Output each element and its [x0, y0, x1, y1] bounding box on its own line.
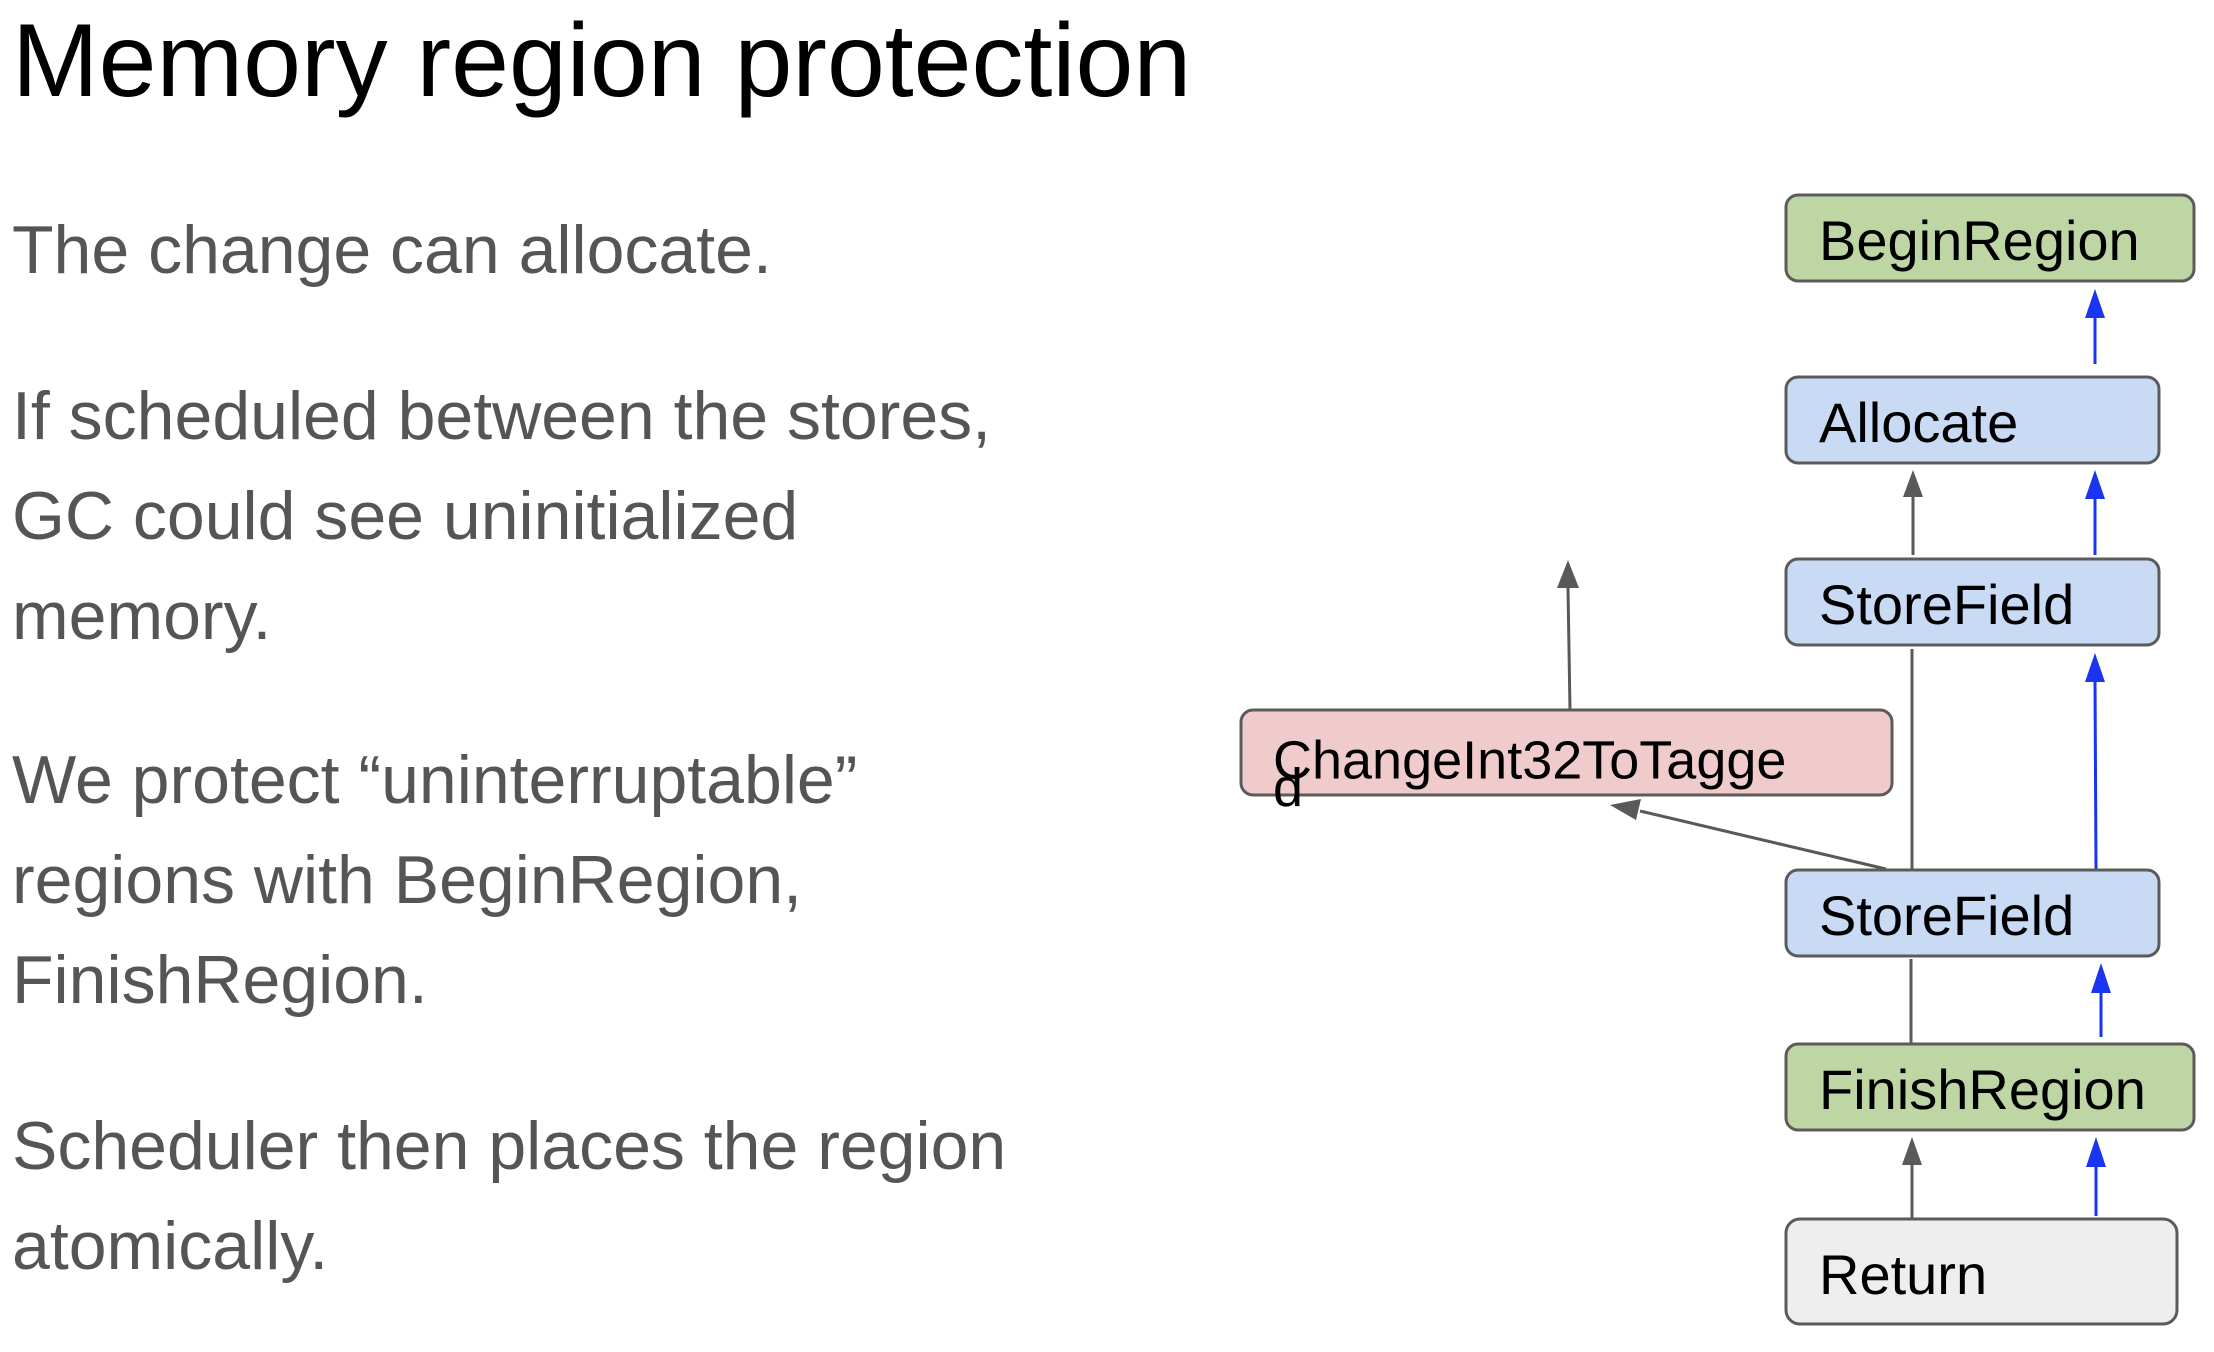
- paragraph-gc-risk: If scheduled between the stores, GC coul…: [12, 366, 1132, 666]
- paragraph-line: The change can allocate.: [12, 212, 772, 288]
- paragraph-line: atomically.: [12, 1208, 329, 1284]
- arrowhead-offscreen: [1557, 560, 1579, 588]
- arrowhead-finish-blue: [2086, 1137, 2106, 1167]
- paragraph-line: regions with BeginRegion,: [12, 842, 803, 918]
- node-label: BeginRegion: [1819, 209, 2140, 272]
- paragraph-allocation: The change can allocate.: [12, 200, 1132, 300]
- node-return: Return: [1784, 1217, 2179, 1326]
- node-label-continuation: d: [1273, 758, 1303, 818]
- paragraph-line: Scheduler then places the region: [12, 1108, 1007, 1184]
- value-edges: [1566, 490, 1915, 1223]
- paragraph-line: FinishRegion.: [12, 942, 428, 1018]
- node-label: ChangeInt32ToTagge: [1273, 730, 1786, 790]
- arrowhead-allocate-blue: [2085, 470, 2105, 499]
- node-change-int32-to-tagged: ChangeInt32ToTagge d: [1239, 708, 1894, 818]
- arrowhead-allocate: [1903, 470, 1923, 497]
- paragraph-line: We protect “uninterruptable”: [12, 742, 858, 818]
- arrowhead-storefield2-blue: [2091, 963, 2111, 993]
- effect-arrowheads: [2085, 289, 2111, 1167]
- arrowhead-begin: [2085, 289, 2105, 318]
- node-finish-region: FinishRegion: [1784, 1042, 2196, 1132]
- paragraph-scheduler: Scheduler then places the region atomica…: [12, 1096, 1132, 1296]
- paragraph-line: GC could see uninitialized: [12, 478, 799, 554]
- arrowhead-change: [1610, 799, 1641, 820]
- node-label: Return: [1819, 1243, 1987, 1306]
- paragraph-line: If scheduled between the stores,: [12, 378, 992, 454]
- edge-change-to-offscreen: [1566, 587, 1572, 711]
- edge-storefield2-to-change: [1639, 809, 1887, 871]
- arrowhead-finish: [1902, 1137, 1922, 1165]
- paragraph-region-protection: We protect “uninterruptable” regions wit…: [12, 730, 1132, 1030]
- node-label: StoreField: [1819, 884, 2074, 947]
- effect-storefield2-to-storefield1: [2093, 679, 2098, 870]
- paragraph-line: memory.: [12, 578, 272, 654]
- slide-title: Memory region protection: [12, 3, 1192, 119]
- node-allocate: Allocate: [1784, 375, 2161, 465]
- arrowhead-storefield1-blue: [2085, 653, 2105, 682]
- node-label: StoreField: [1819, 573, 2074, 636]
- node-store-field-1: StoreField: [1784, 557, 2161, 647]
- node-store-field-2: StoreField: [1784, 868, 2161, 958]
- effect-edges: [2093, 315, 2103, 1216]
- value-arrowheads: [1557, 470, 1923, 1165]
- node-begin-region: BeginRegion: [1784, 193, 2196, 283]
- node-label: Allocate: [1819, 391, 2018, 454]
- node-label: FinishRegion: [1819, 1058, 2146, 1121]
